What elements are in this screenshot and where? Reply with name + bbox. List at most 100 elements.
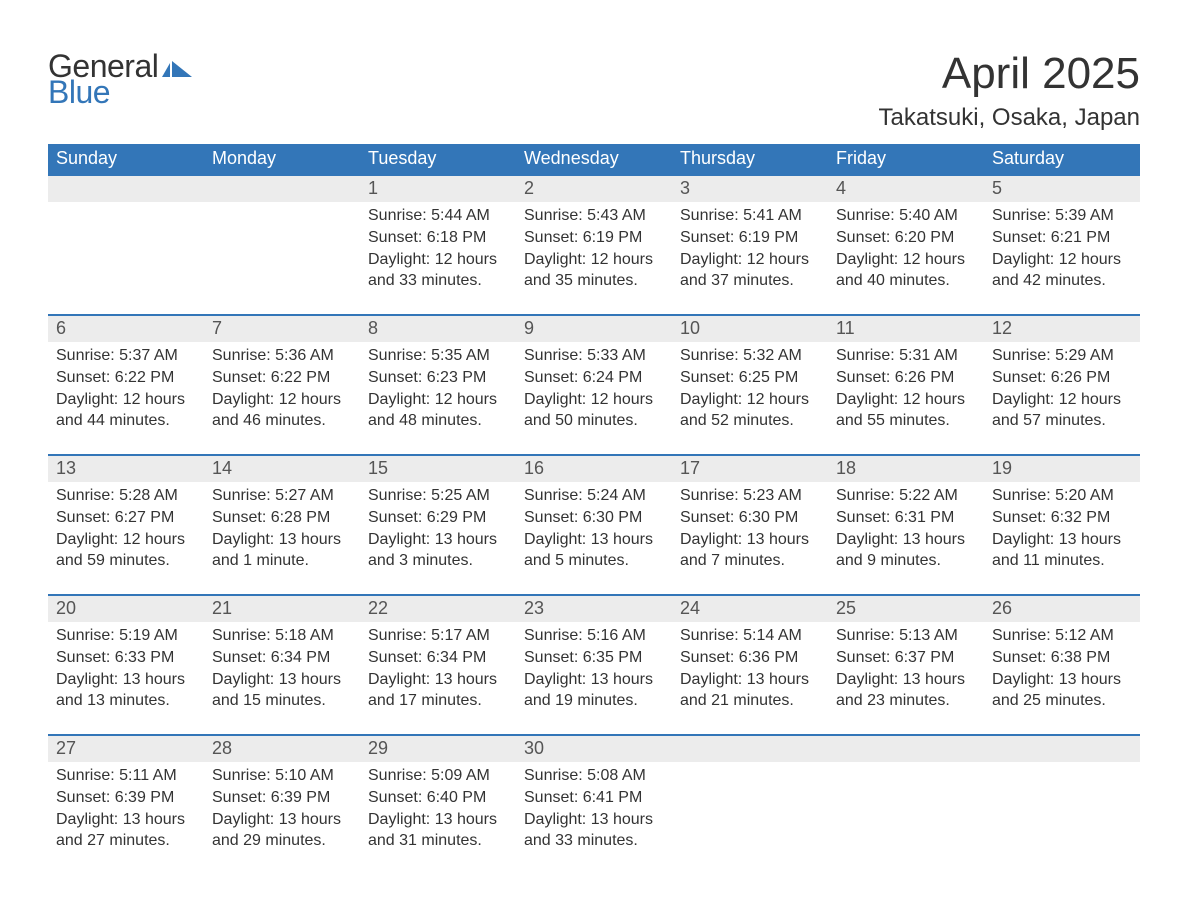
daylight-text-1: Daylight: 13 hours	[680, 529, 820, 551]
sunrise-text: Sunrise: 5:27 AM	[212, 485, 352, 507]
day-number	[984, 736, 1140, 762]
day-number: 29	[360, 736, 516, 762]
day-of-week-header: Tuesday	[360, 144, 516, 174]
day-number: 24	[672, 596, 828, 622]
day-body: Sunrise: 5:43 AMSunset: 6:19 PMDaylight:…	[516, 202, 672, 306]
sunset-text: Sunset: 6:35 PM	[524, 647, 664, 669]
sunrise-text: Sunrise: 5:44 AM	[368, 205, 508, 227]
daylight-text-2: and 1 minute.	[212, 550, 352, 572]
daylight-text-1: Daylight: 12 hours	[56, 389, 196, 411]
day-cell	[48, 176, 204, 306]
day-cell: 28Sunrise: 5:10 AMSunset: 6:39 PMDayligh…	[204, 736, 360, 866]
daylight-text-2: and 23 minutes.	[836, 690, 976, 712]
day-body	[204, 202, 360, 306]
daylight-text-1: Daylight: 13 hours	[368, 809, 508, 831]
sunset-text: Sunset: 6:24 PM	[524, 367, 664, 389]
day-number: 19	[984, 456, 1140, 482]
sunrise-text: Sunrise: 5:25 AM	[368, 485, 508, 507]
day-cell: 14Sunrise: 5:27 AMSunset: 6:28 PMDayligh…	[204, 456, 360, 586]
sunset-text: Sunset: 6:26 PM	[836, 367, 976, 389]
day-cell: 9Sunrise: 5:33 AMSunset: 6:24 PMDaylight…	[516, 316, 672, 446]
day-cell: 19Sunrise: 5:20 AMSunset: 6:32 PMDayligh…	[984, 456, 1140, 586]
day-body: Sunrise: 5:17 AMSunset: 6:34 PMDaylight:…	[360, 622, 516, 726]
sunrise-text: Sunrise: 5:08 AM	[524, 765, 664, 787]
daylight-text-1: Daylight: 13 hours	[56, 809, 196, 831]
daylight-text-2: and 19 minutes.	[524, 690, 664, 712]
location-text: Takatsuki, Osaka, Japan	[879, 104, 1140, 132]
sunrise-text: Sunrise: 5:31 AM	[836, 345, 976, 367]
day-number: 28	[204, 736, 360, 762]
daylight-text-2: and 15 minutes.	[212, 690, 352, 712]
day-body: Sunrise: 5:22 AMSunset: 6:31 PMDaylight:…	[828, 482, 984, 586]
day-number: 26	[984, 596, 1140, 622]
day-body: Sunrise: 5:32 AMSunset: 6:25 PMDaylight:…	[672, 342, 828, 446]
day-cell: 24Sunrise: 5:14 AMSunset: 6:36 PMDayligh…	[672, 596, 828, 726]
day-cell: 21Sunrise: 5:18 AMSunset: 6:34 PMDayligh…	[204, 596, 360, 726]
day-number: 17	[672, 456, 828, 482]
day-cell: 4Sunrise: 5:40 AMSunset: 6:20 PMDaylight…	[828, 176, 984, 306]
day-body: Sunrise: 5:20 AMSunset: 6:32 PMDaylight:…	[984, 482, 1140, 586]
daylight-text-2: and 46 minutes.	[212, 410, 352, 432]
day-body: Sunrise: 5:41 AMSunset: 6:19 PMDaylight:…	[672, 202, 828, 306]
day-cell: 7Sunrise: 5:36 AMSunset: 6:22 PMDaylight…	[204, 316, 360, 446]
header: General Blue April 2025 Takatsuki, Osaka…	[48, 50, 1140, 132]
day-body: Sunrise: 5:16 AMSunset: 6:35 PMDaylight:…	[516, 622, 672, 726]
sunset-text: Sunset: 6:27 PM	[56, 507, 196, 529]
logo-text-blue: Blue	[48, 76, 192, 108]
sunset-text: Sunset: 6:36 PM	[680, 647, 820, 669]
day-cell	[204, 176, 360, 306]
sunset-text: Sunset: 6:38 PM	[992, 647, 1132, 669]
daylight-text-1: Daylight: 13 hours	[368, 669, 508, 691]
day-body: Sunrise: 5:23 AMSunset: 6:30 PMDaylight:…	[672, 482, 828, 586]
sunrise-text: Sunrise: 5:19 AM	[56, 625, 196, 647]
day-body: Sunrise: 5:13 AMSunset: 6:37 PMDaylight:…	[828, 622, 984, 726]
daylight-text-2: and 40 minutes.	[836, 270, 976, 292]
day-cell: 26Sunrise: 5:12 AMSunset: 6:38 PMDayligh…	[984, 596, 1140, 726]
daylight-text-1: Daylight: 13 hours	[212, 529, 352, 551]
day-number: 9	[516, 316, 672, 342]
daylight-text-2: and 7 minutes.	[680, 550, 820, 572]
month-title: April 2025	[879, 50, 1140, 98]
day-number: 13	[48, 456, 204, 482]
daylight-text-1: Daylight: 13 hours	[836, 529, 976, 551]
day-number: 6	[48, 316, 204, 342]
daylight-text-2: and 33 minutes.	[524, 830, 664, 852]
day-body	[672, 762, 828, 866]
daylight-text-2: and 35 minutes.	[524, 270, 664, 292]
daylight-text-1: Daylight: 12 hours	[368, 389, 508, 411]
day-cell: 20Sunrise: 5:19 AMSunset: 6:33 PMDayligh…	[48, 596, 204, 726]
day-body	[984, 762, 1140, 866]
day-number: 30	[516, 736, 672, 762]
day-number: 15	[360, 456, 516, 482]
daylight-text-2: and 44 minutes.	[56, 410, 196, 432]
day-number	[204, 176, 360, 202]
day-of-week-header: Saturday	[984, 144, 1140, 174]
sunrise-text: Sunrise: 5:39 AM	[992, 205, 1132, 227]
day-body: Sunrise: 5:28 AMSunset: 6:27 PMDaylight:…	[48, 482, 204, 586]
daylight-text-2: and 37 minutes.	[680, 270, 820, 292]
sunset-text: Sunset: 6:25 PM	[680, 367, 820, 389]
day-body: Sunrise: 5:10 AMSunset: 6:39 PMDaylight:…	[204, 762, 360, 866]
day-cell: 22Sunrise: 5:17 AMSunset: 6:34 PMDayligh…	[360, 596, 516, 726]
daylight-text-1: Daylight: 13 hours	[680, 669, 820, 691]
day-body: Sunrise: 5:37 AMSunset: 6:22 PMDaylight:…	[48, 342, 204, 446]
sunset-text: Sunset: 6:22 PM	[56, 367, 196, 389]
day-number: 1	[360, 176, 516, 202]
daylight-text-2: and 5 minutes.	[524, 550, 664, 572]
sunset-text: Sunset: 6:33 PM	[56, 647, 196, 669]
day-cell: 17Sunrise: 5:23 AMSunset: 6:30 PMDayligh…	[672, 456, 828, 586]
day-cell: 25Sunrise: 5:13 AMSunset: 6:37 PMDayligh…	[828, 596, 984, 726]
day-cell: 11Sunrise: 5:31 AMSunset: 6:26 PMDayligh…	[828, 316, 984, 446]
daylight-text-1: Daylight: 12 hours	[524, 249, 664, 271]
daylight-text-2: and 33 minutes.	[368, 270, 508, 292]
sunrise-text: Sunrise: 5:10 AM	[212, 765, 352, 787]
brand-logo: General Blue	[48, 50, 192, 108]
day-number: 10	[672, 316, 828, 342]
sunset-text: Sunset: 6:34 PM	[212, 647, 352, 669]
day-body: Sunrise: 5:40 AMSunset: 6:20 PMDaylight:…	[828, 202, 984, 306]
day-cell: 10Sunrise: 5:32 AMSunset: 6:25 PMDayligh…	[672, 316, 828, 446]
sunrise-text: Sunrise: 5:16 AM	[524, 625, 664, 647]
daylight-text-1: Daylight: 13 hours	[524, 809, 664, 831]
sunset-text: Sunset: 6:19 PM	[524, 227, 664, 249]
day-of-week-header: Wednesday	[516, 144, 672, 174]
